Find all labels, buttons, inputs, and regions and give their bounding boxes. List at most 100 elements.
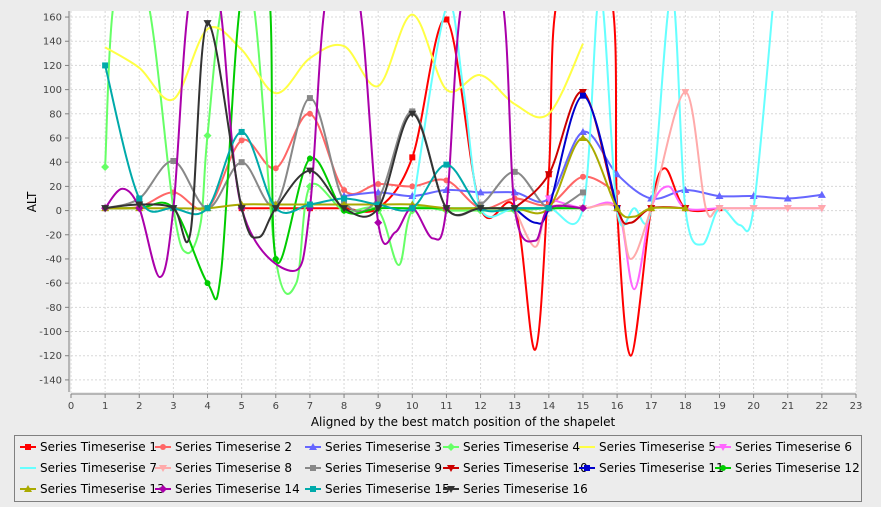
- legend-swatch: [155, 462, 171, 474]
- legend-label: Series Timeserise 7: [40, 461, 158, 475]
- legend-swatch: [443, 462, 459, 474]
- series-2-point: [409, 183, 416, 190]
- legend-swatch: [443, 441, 459, 453]
- legend-label: Series Timeserise 3: [325, 440, 443, 454]
- series-15-point: [545, 205, 552, 212]
- series-13-point: [681, 204, 690, 212]
- x-tick-label: 9: [375, 401, 381, 412]
- legend-item: Series Timeserise 6: [715, 437, 852, 457]
- x-tick-label: 6: [273, 401, 279, 412]
- legend-label: Series Timeserise 1: [40, 440, 158, 454]
- series-15-point: [306, 201, 313, 208]
- x-tick-label: 0: [68, 401, 74, 412]
- x-tick-label: 13: [508, 401, 521, 412]
- series-8-point: [715, 205, 724, 213]
- x-tick-label: 17: [645, 401, 658, 412]
- series-15-point: [136, 195, 143, 202]
- series-16-point: [135, 201, 144, 209]
- x-tick-label: 14: [542, 401, 555, 412]
- x-tick-label: 8: [341, 401, 347, 412]
- x-tick-label: 22: [816, 401, 829, 412]
- x-tick-label: 20: [747, 401, 760, 412]
- y-tick-label: -20: [46, 230, 62, 241]
- series-3-point: [613, 170, 622, 178]
- series-16-point: [169, 205, 178, 213]
- y-tick-label: 60: [49, 134, 62, 145]
- legend-swatch: [579, 441, 595, 453]
- series-2-point: [579, 173, 586, 180]
- series-6-point: [544, 195, 553, 203]
- series-12-point: [306, 155, 313, 162]
- legend-label: Series Timeserise 15: [325, 482, 450, 496]
- x-tick-label: 5: [238, 401, 244, 412]
- series-15-point: [443, 161, 450, 168]
- y-tick-label: 100: [43, 85, 62, 96]
- x-tick-label: 3: [170, 401, 176, 412]
- series-13-point: [647, 204, 656, 212]
- legend-item: Series Timeserise 9: [305, 458, 442, 478]
- series-16-point: [374, 205, 383, 213]
- series-9-point: [579, 189, 586, 196]
- series-16-point: [271, 205, 280, 213]
- series-15-point: [375, 201, 382, 208]
- legend-item: Series Timeserise 3: [305, 437, 442, 457]
- legend-swatch: [443, 483, 459, 495]
- legend-swatch: [305, 462, 321, 474]
- legend-item: Series Timeserise 2: [155, 437, 292, 457]
- legend-item: Series Timeserise 11: [579, 458, 724, 478]
- x-tick-label: 12: [474, 401, 487, 412]
- series-15-point: [341, 195, 348, 202]
- legend-item: Series Timeserise 14: [155, 479, 300, 499]
- series-8-point: [749, 205, 758, 213]
- x-axis-label: Aligned by the best match position of th…: [311, 415, 616, 429]
- y-tick-label: -80: [46, 303, 62, 314]
- series-16-point: [476, 205, 485, 213]
- legend-label: Series Timeserise 6: [735, 440, 853, 454]
- series-3-point: [578, 127, 587, 135]
- x-tick-label: 11: [440, 401, 453, 412]
- series-9-point: [170, 157, 177, 164]
- series-10-point: [544, 171, 553, 179]
- series-14-point: [578, 204, 587, 213]
- y-tick-label: 160: [43, 13, 62, 24]
- legend-label: Series Timeserise 16: [463, 482, 588, 496]
- y-tick-label: -60: [46, 279, 62, 290]
- legend-label: Series Timeserise 14: [175, 482, 300, 496]
- series-12-point: [204, 280, 211, 287]
- legend-swatch: [20, 462, 36, 474]
- y-tick-label: 40: [49, 158, 62, 169]
- legend-swatch: [579, 462, 595, 474]
- x-tick-label: 10: [406, 401, 419, 412]
- legend-label: Series Timeserise 8: [175, 461, 293, 475]
- series-8-point: [681, 89, 690, 97]
- x-tick-label: 7: [307, 401, 313, 412]
- series-12-point: [272, 255, 279, 262]
- legend-item: Series Timeserise 12: [715, 458, 860, 478]
- series-4-point: [203, 131, 212, 140]
- x-tick-label: 23: [850, 401, 863, 412]
- legend-label: Series Timeserise 11: [599, 461, 724, 475]
- series-9-point: [238, 159, 245, 166]
- y-axis-label: ALT: [25, 191, 39, 212]
- series-16-point: [408, 110, 417, 118]
- series-9-point: [306, 95, 313, 102]
- plot-area: [71, 11, 856, 392]
- series-line-5: [104, 13, 584, 119]
- legend-label: Series Timeserise 2: [175, 440, 293, 454]
- x-tick-label: 18: [679, 401, 692, 412]
- y-tick-label: -140: [39, 375, 62, 386]
- series-4-point: [101, 163, 110, 172]
- series-3-point: [715, 192, 724, 200]
- series-15-point: [409, 205, 416, 212]
- legend-swatch: [155, 483, 171, 495]
- legend-label: Series Timeserise 10: [463, 461, 588, 475]
- series-9-point: [375, 195, 382, 202]
- y-tick-label: -40: [46, 254, 62, 265]
- legend-item: Series Timeserise 16: [443, 479, 588, 499]
- x-tick-label: 1: [102, 401, 108, 412]
- series-8-point: [783, 205, 792, 213]
- series-1-point: [443, 16, 450, 23]
- series-8-point: [817, 205, 826, 213]
- legend-label: Series Timeserise 9: [325, 461, 443, 475]
- legend-swatch: [155, 441, 171, 453]
